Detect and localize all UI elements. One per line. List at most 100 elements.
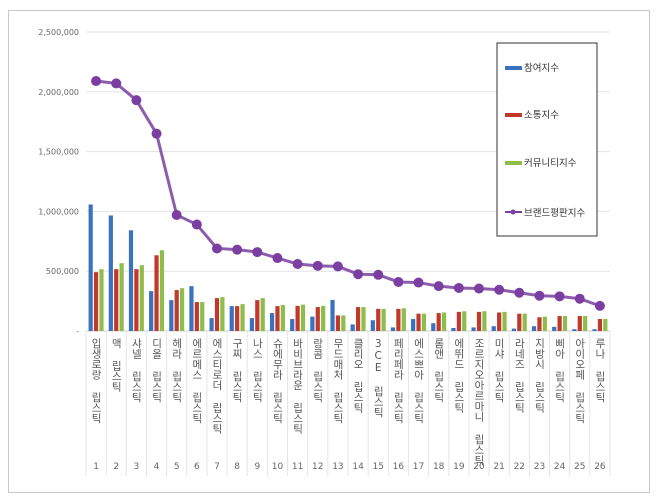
y-tick-label: 500,000 (46, 267, 79, 276)
reputation-point (312, 260, 323, 271)
bar-communication (235, 306, 240, 331)
y-tick-label: 1,000,000 (38, 207, 79, 216)
category-label: 에르메스 립스틱 (191, 338, 203, 424)
rank-label: 5 (174, 462, 180, 472)
bar-communication (194, 302, 199, 331)
reputation-point (514, 287, 525, 298)
bar-community (260, 298, 265, 331)
y-tick-label: 2,500,000 (38, 28, 79, 37)
rank-label: 17 (413, 462, 424, 472)
rank-label: 4 (154, 462, 160, 472)
category-label: 라네즈 립스틱 (513, 338, 525, 414)
rank-label: 24 (554, 462, 566, 472)
category-label: 롬앤 립스틱 (433, 338, 445, 403)
legend-box (496, 42, 598, 237)
bar-community (220, 297, 225, 331)
rank-label: 23 (534, 462, 545, 472)
bar-community (381, 308, 386, 331)
bar-communication (114, 269, 119, 331)
rank-label: 10 (272, 462, 284, 472)
bar-communication (537, 317, 542, 331)
bar-communication (214, 298, 220, 331)
category-label: 아이오페 립스틱 (574, 338, 586, 424)
bar-participation (269, 313, 275, 331)
category-label: 조르지오아르마니 립스틱 (473, 338, 485, 466)
bar-communication (436, 313, 441, 331)
category-label: 랑콤 립스틱 (312, 338, 324, 403)
category-label: 에스티로더 립스틱 (211, 338, 223, 435)
reputation-point (151, 128, 162, 139)
bar-participation (108, 215, 113, 331)
legend-swatch-participation (505, 66, 522, 70)
reputation-point (171, 209, 182, 220)
bar-community (502, 311, 507, 331)
reputation-point (594, 300, 605, 311)
reputation-point (91, 76, 102, 87)
bar-participation (451, 328, 456, 331)
category-label: 에뛰드 립스틱 (453, 338, 465, 414)
bar-communication (416, 313, 421, 331)
category-label: 무드매처 립스틱 (332, 338, 344, 424)
bar-participation (290, 319, 295, 331)
reputation-point (574, 293, 585, 304)
bar-communication (355, 307, 361, 331)
reputation-point (292, 259, 303, 270)
bar-communication (597, 319, 603, 331)
bar-communication (134, 269, 139, 331)
legend-marker-reputation (510, 209, 516, 215)
rank-label: 16 (393, 462, 405, 472)
bar-participation (128, 230, 134, 331)
bar-community (99, 269, 104, 331)
rank-label: 25 (574, 462, 585, 472)
bar-community (522, 313, 527, 331)
bar-participation (471, 327, 476, 331)
legend-label-community: 커뮤니티지수 (524, 158, 577, 169)
bar-community (280, 305, 285, 331)
rank-label: 13 (332, 462, 343, 472)
reputation-point (474, 283, 484, 294)
bar-communication (93, 272, 99, 331)
bar-communication (497, 312, 502, 331)
legend-label-reputation: 브랜드평판지수 (524, 208, 585, 219)
y-tick-label: - (76, 327, 79, 336)
reputation-point (353, 269, 364, 280)
reputation-point (413, 277, 424, 288)
bar-community (441, 312, 447, 331)
bar-community (361, 307, 366, 331)
bar-community (321, 305, 326, 331)
reputation-point (534, 290, 545, 301)
bar-communication (517, 313, 522, 331)
reputation-point (393, 276, 404, 287)
bar-community (583, 316, 588, 331)
bar-participation (572, 329, 577, 331)
bar-participation (189, 286, 194, 331)
rank-label: 18 (433, 462, 445, 472)
bar-participation (149, 291, 154, 331)
bar-participation (370, 320, 375, 331)
bar-participation (390, 327, 396, 331)
legend-swatch-community (505, 161, 522, 165)
bar-community (482, 311, 487, 331)
bar-community (159, 250, 165, 331)
bar-participation (169, 300, 174, 331)
legend-label-communication: 소통지수 (524, 110, 559, 121)
rank-label: 7 (214, 462, 220, 472)
reputation-point (433, 281, 444, 292)
category-label: 구찌 립스틱 (231, 338, 243, 403)
chart-frame (8, 10, 650, 493)
rank-label: 19 (453, 462, 465, 472)
reputation-point (232, 244, 243, 255)
legend-label-participation: 참여지수 (524, 62, 559, 74)
category-label: 슈에무라 립스틱 (271, 338, 283, 424)
legend: 참여지수 소통지수 커뮤니티지수 브랜드평판지수 (496, 42, 598, 237)
bar-participation (310, 316, 315, 331)
bar-participation (511, 328, 517, 331)
bar-communication (476, 311, 482, 331)
bar-community (421, 313, 427, 331)
category-label: 지방시 립스틱 (533, 338, 545, 414)
rank-label: 8 (234, 462, 240, 472)
bar-communication (295, 305, 300, 331)
category-label: 3CE 립스틱 (372, 338, 384, 418)
reputation-point (111, 78, 122, 89)
